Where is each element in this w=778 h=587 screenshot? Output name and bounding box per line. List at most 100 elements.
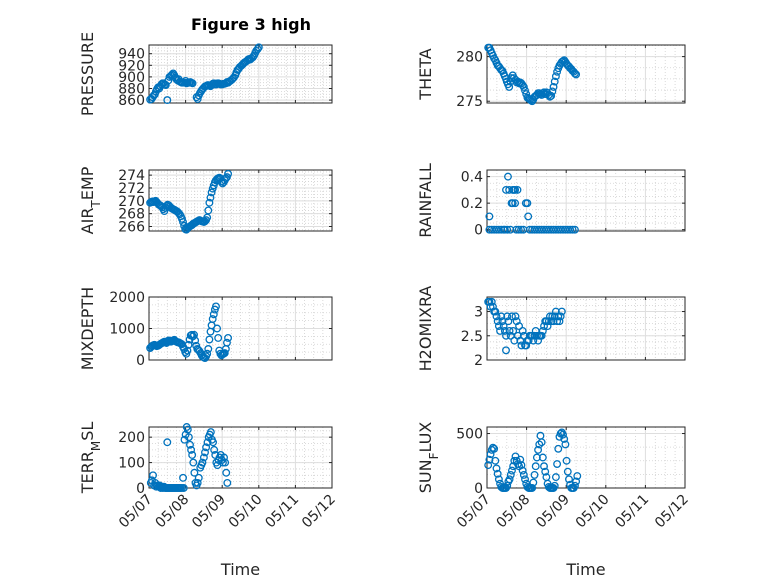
y-tick-label: 200 [118,430,145,446]
y-axis-label: MIXDEPTH [78,287,97,370]
data-point [550,77,559,86]
data-point [207,188,216,197]
data-point [537,438,546,447]
data-point [220,453,228,462]
data-point [509,462,518,471]
data-point [572,477,581,486]
data-point [204,206,213,215]
data-point [505,326,514,335]
data-point [187,445,196,454]
data-point [209,310,218,319]
data-point [202,443,211,452]
data-point [198,458,207,467]
data-point [523,199,532,208]
data-point [530,470,539,479]
data-point [511,185,520,194]
data-point [149,91,158,100]
data-point [201,448,209,457]
data-point [517,461,526,470]
data-point [492,464,501,473]
data-point [224,169,233,178]
y-tick-label: 0 [136,353,145,369]
data-point [222,468,231,477]
y-tick-label: 2 [474,353,483,369]
data-point [201,217,209,226]
data-point [194,473,203,482]
data-point [205,335,214,344]
y-tick-label: 900 [118,70,145,86]
data-point [506,225,515,234]
data-point [532,453,541,462]
data-series [146,302,233,363]
data-point [188,451,197,459]
data-point [521,86,529,95]
data-point [214,334,223,342]
data-point [184,340,193,349]
data-point [183,346,192,355]
y-tick-label: 940 [118,47,145,63]
data-point [537,331,546,340]
axes-box [148,44,333,104]
data-point [492,312,501,321]
y-axis-label: RAINFALL [416,163,435,238]
data-point [548,87,557,96]
data-point [551,72,560,81]
data-point [218,458,227,467]
data-point [204,345,213,353]
data-point [511,199,520,208]
data-point [163,96,172,105]
data-point [518,326,527,335]
data-point [519,470,528,479]
data-point [220,349,229,358]
figure-title: Figure 3 high [191,15,311,34]
data-point [534,445,543,454]
data-point [568,225,577,234]
data-point [186,440,194,449]
data-point [490,54,499,63]
data-point [549,317,558,326]
data-point [497,225,506,234]
data-point [149,471,157,480]
data-point [210,445,219,454]
data-point [528,97,537,106]
data-point [549,82,558,91]
data-point [193,478,202,487]
data-point [563,467,572,476]
data-point [203,349,212,358]
data-point [513,185,522,194]
data-point [500,326,509,335]
data-point [179,218,187,226]
x-axis-label: Time [220,560,260,579]
data-point [560,435,569,443]
y-tick-label: 880 [118,82,145,98]
data-point [557,307,566,316]
data-point [509,326,518,335]
data-point [190,330,198,339]
y-axis-label: H2OMIXRA [416,286,435,372]
data-point [221,458,230,467]
data-point [503,312,512,321]
y-tick-label: 920 [118,58,145,74]
data-point [503,481,512,490]
data-point [570,225,579,234]
data-point [190,468,199,477]
data-point [553,460,562,468]
data-point [556,312,565,321]
data-point [254,43,263,52]
data-point [486,450,495,459]
y-tick-label: 2.5 [461,329,483,345]
data-point [555,317,564,326]
data-point [528,484,537,492]
y-tick-label: 100 [118,456,145,472]
y-tick-label: 280 [456,50,483,66]
data-point [179,473,187,482]
data-series [484,43,581,106]
data-point [199,453,208,462]
data-point [213,324,222,333]
data-point [497,312,506,321]
data-point [572,70,581,79]
data-point [206,193,215,202]
